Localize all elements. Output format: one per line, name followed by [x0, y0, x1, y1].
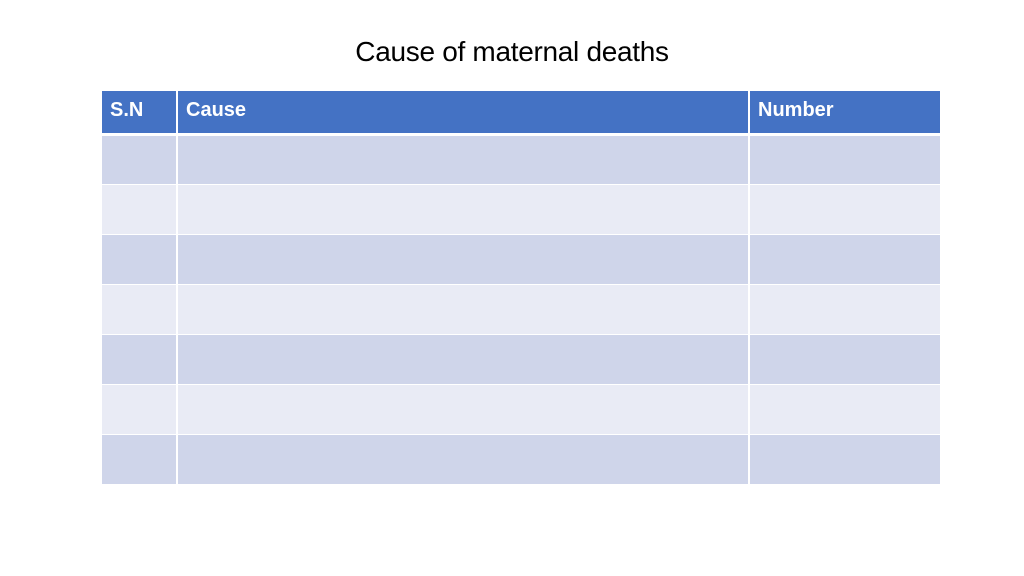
cell-sn — [102, 283, 177, 334]
table-row — [102, 333, 940, 384]
table-row — [102, 233, 940, 284]
cell-cause — [176, 383, 749, 434]
cell-cause — [176, 283, 749, 334]
cell-cause — [176, 233, 749, 284]
cell-cause — [176, 183, 749, 234]
table-row — [102, 133, 940, 184]
cell-sn — [102, 233, 177, 284]
maternal-deaths-table-container: S.N Cause Number — [102, 91, 940, 484]
header-number: Number — [748, 91, 940, 136]
cell-number — [748, 333, 940, 384]
cell-sn — [102, 433, 177, 484]
cell-sn — [102, 383, 177, 434]
maternal-deaths-table: S.N Cause Number — [102, 91, 940, 484]
cell-cause — [176, 133, 749, 184]
cell-number — [748, 433, 940, 484]
cell-number — [748, 283, 940, 334]
cell-number — [748, 233, 940, 284]
table-row — [102, 183, 940, 234]
table-row — [102, 433, 940, 484]
header-cause: Cause — [176, 91, 749, 136]
cell-sn — [102, 333, 177, 384]
cell-number — [748, 383, 940, 434]
cell-sn — [102, 183, 177, 234]
header-sn: S.N — [102, 91, 177, 136]
cell-cause — [176, 333, 749, 384]
table-header-row: S.N Cause Number — [102, 91, 940, 136]
slide-title: Cause of maternal deaths — [355, 36, 669, 67]
cell-cause — [176, 433, 749, 484]
table-row — [102, 283, 940, 334]
table-row — [102, 383, 940, 434]
cell-sn — [102, 133, 177, 184]
cell-number — [748, 183, 940, 234]
cell-number — [748, 133, 940, 184]
